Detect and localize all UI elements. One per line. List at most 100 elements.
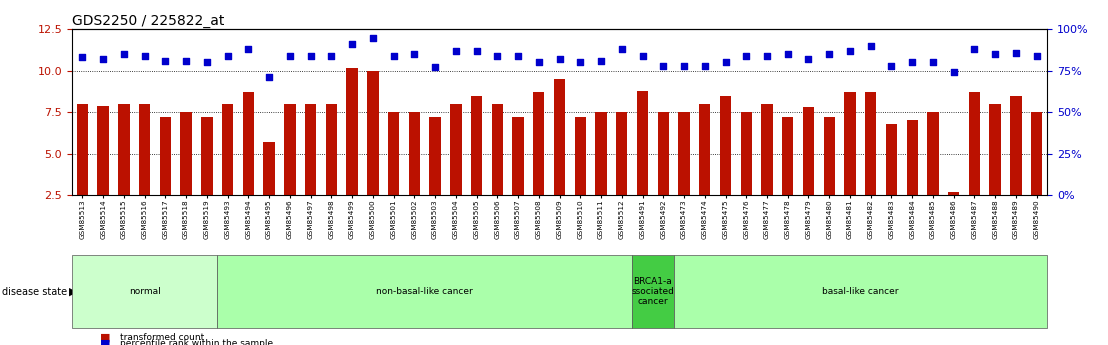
Point <box>1028 53 1046 59</box>
Point <box>301 53 319 59</box>
Point <box>343 41 361 47</box>
Bar <box>1010 96 1022 195</box>
Point <box>655 63 673 69</box>
Text: ■: ■ <box>100 333 110 342</box>
Bar <box>222 104 234 195</box>
Point <box>696 63 714 69</box>
Bar <box>637 91 648 195</box>
Bar <box>347 68 358 195</box>
Bar <box>492 104 503 195</box>
Bar <box>927 112 938 195</box>
Point <box>427 65 444 70</box>
Bar <box>865 92 876 195</box>
Point <box>94 56 112 62</box>
Bar <box>181 112 192 195</box>
Bar <box>243 92 254 195</box>
Bar <box>657 112 669 195</box>
Point <box>613 47 630 52</box>
Point <box>820 51 838 57</box>
Point <box>634 53 652 59</box>
Bar <box>616 112 627 195</box>
Point <box>779 51 797 57</box>
Point <box>717 60 735 65</box>
Point <box>239 47 257 52</box>
Point <box>924 60 942 65</box>
Point <box>281 53 299 59</box>
Point <box>1007 50 1025 55</box>
Point <box>841 48 859 53</box>
Bar <box>844 92 855 195</box>
Bar <box>803 107 814 195</box>
Bar <box>284 104 296 195</box>
Point <box>468 48 485 53</box>
Bar <box>430 117 441 195</box>
Bar <box>761 104 772 195</box>
Bar <box>906 120 917 195</box>
Point <box>363 35 381 40</box>
Point <box>136 53 154 59</box>
Bar <box>782 117 793 195</box>
Point <box>322 53 340 59</box>
Bar <box>409 112 420 195</box>
Point <box>218 53 236 59</box>
Text: non-basal-like cancer: non-basal-like cancer <box>377 287 473 296</box>
Bar <box>264 142 275 195</box>
Bar <box>202 117 213 195</box>
Point <box>447 48 464 53</box>
Bar <box>450 104 462 195</box>
Point <box>986 51 1004 57</box>
Bar <box>98 106 109 195</box>
Bar <box>160 117 171 195</box>
Bar <box>948 191 960 195</box>
Bar <box>554 79 565 195</box>
Point <box>198 60 216 65</box>
Bar <box>138 104 151 195</box>
Point <box>489 53 506 59</box>
Bar <box>512 117 524 195</box>
Bar <box>595 112 607 195</box>
Point <box>177 58 195 63</box>
Point <box>551 56 568 62</box>
Point <box>738 53 756 59</box>
Bar <box>823 117 835 195</box>
Point <box>675 63 692 69</box>
Point <box>592 58 609 63</box>
Bar <box>968 92 981 195</box>
Bar <box>740 112 752 195</box>
Bar <box>471 96 482 195</box>
Bar <box>326 104 337 195</box>
Point <box>384 53 402 59</box>
Point <box>862 43 880 49</box>
Bar <box>720 96 731 195</box>
Bar <box>119 104 130 195</box>
Point <box>115 51 133 57</box>
Text: transformed count: transformed count <box>120 333 204 342</box>
Point <box>260 75 278 80</box>
Bar <box>1030 112 1043 195</box>
Point <box>800 56 818 62</box>
Bar <box>76 104 89 195</box>
Text: GDS2250 / 225822_at: GDS2250 / 225822_at <box>72 14 225 28</box>
Text: BRCA1-a
ssociated
cancer: BRCA1-a ssociated cancer <box>632 277 675 306</box>
Point <box>883 63 901 69</box>
Bar <box>305 104 316 195</box>
Point <box>510 53 527 59</box>
Point <box>965 47 983 52</box>
Point <box>530 60 547 65</box>
Text: ■: ■ <box>100 338 110 345</box>
Bar <box>533 92 544 195</box>
Point <box>903 60 921 65</box>
Text: basal-like cancer: basal-like cancer <box>822 287 899 296</box>
Bar <box>575 117 586 195</box>
Bar <box>885 124 897 195</box>
Point <box>156 58 174 63</box>
Bar <box>699 104 710 195</box>
Text: disease state: disease state <box>2 287 68 296</box>
Bar <box>989 104 1001 195</box>
Text: ▶: ▶ <box>69 287 78 296</box>
Bar <box>388 112 399 195</box>
Bar <box>367 71 379 195</box>
Point <box>572 60 589 65</box>
Point <box>945 70 963 75</box>
Point <box>758 53 776 59</box>
